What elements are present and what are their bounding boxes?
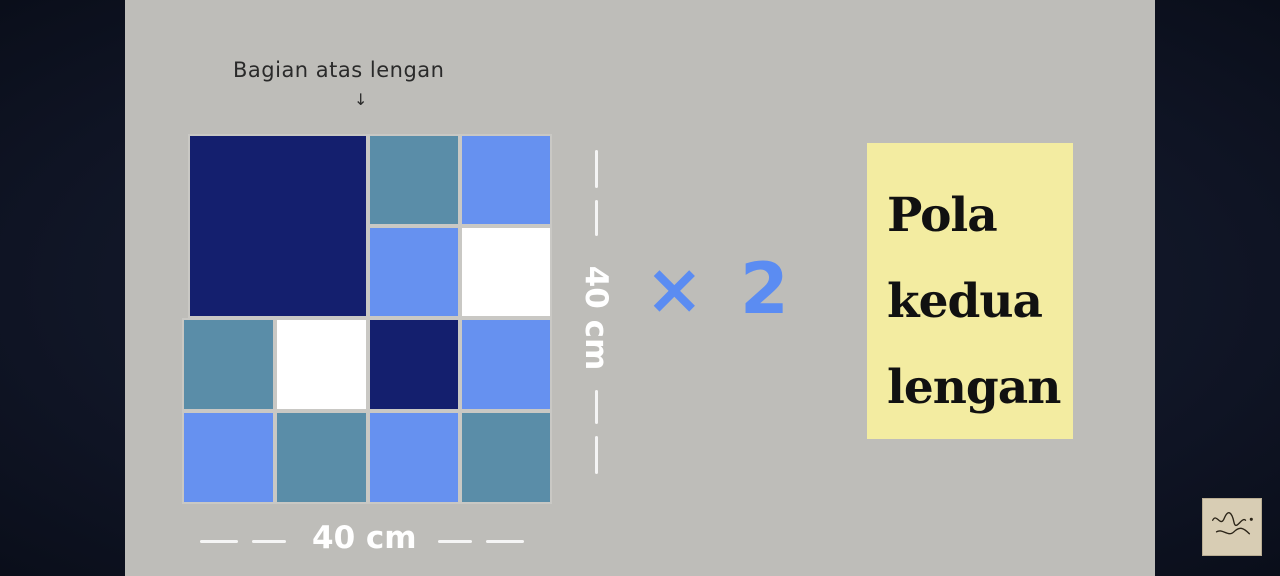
width-dimension-dash: [438, 540, 472, 543]
pattern-tile: [182, 318, 275, 411]
down-arrow-icon: ↓: [354, 90, 368, 109]
signature-logo-graphic: [1212, 512, 1253, 535]
height-dimension-dash: [595, 150, 598, 188]
note-line: lengan: [887, 360, 1061, 415]
height-dimension-dash: [595, 390, 598, 424]
pattern-tile: [460, 411, 552, 504]
note-line: Pola: [887, 188, 998, 243]
pattern-tile: [368, 226, 460, 318]
multiplier-text: × 2: [645, 248, 795, 330]
pattern-tile: [460, 318, 552, 411]
height-dimension-dash: [595, 436, 598, 474]
pattern-tile: [460, 226, 552, 318]
pattern-tile: [275, 411, 368, 504]
width-dimension-dash: [200, 540, 238, 543]
pattern-tile: [368, 134, 460, 226]
pattern-tile: [460, 134, 552, 226]
pattern-tile: [182, 411, 275, 504]
pattern-tile: [368, 411, 460, 504]
note-line: kedua: [887, 274, 1043, 329]
width-dimension-dash: [252, 540, 286, 543]
height-dimension-dash: [595, 200, 598, 236]
height-dimension-label: 40 cm: [578, 265, 614, 371]
sticky-note: Pola kedua lengan: [867, 143, 1073, 439]
pattern-tile: [275, 318, 368, 411]
top-label: Bagian atas lengan: [233, 58, 445, 82]
pattern-tile: [188, 134, 368, 318]
width-dimension-label: 40 cm: [312, 520, 417, 556]
pattern-tile: [368, 318, 460, 411]
width-dimension-dash: [486, 540, 524, 543]
signature-logo-icon: [1202, 498, 1262, 556]
